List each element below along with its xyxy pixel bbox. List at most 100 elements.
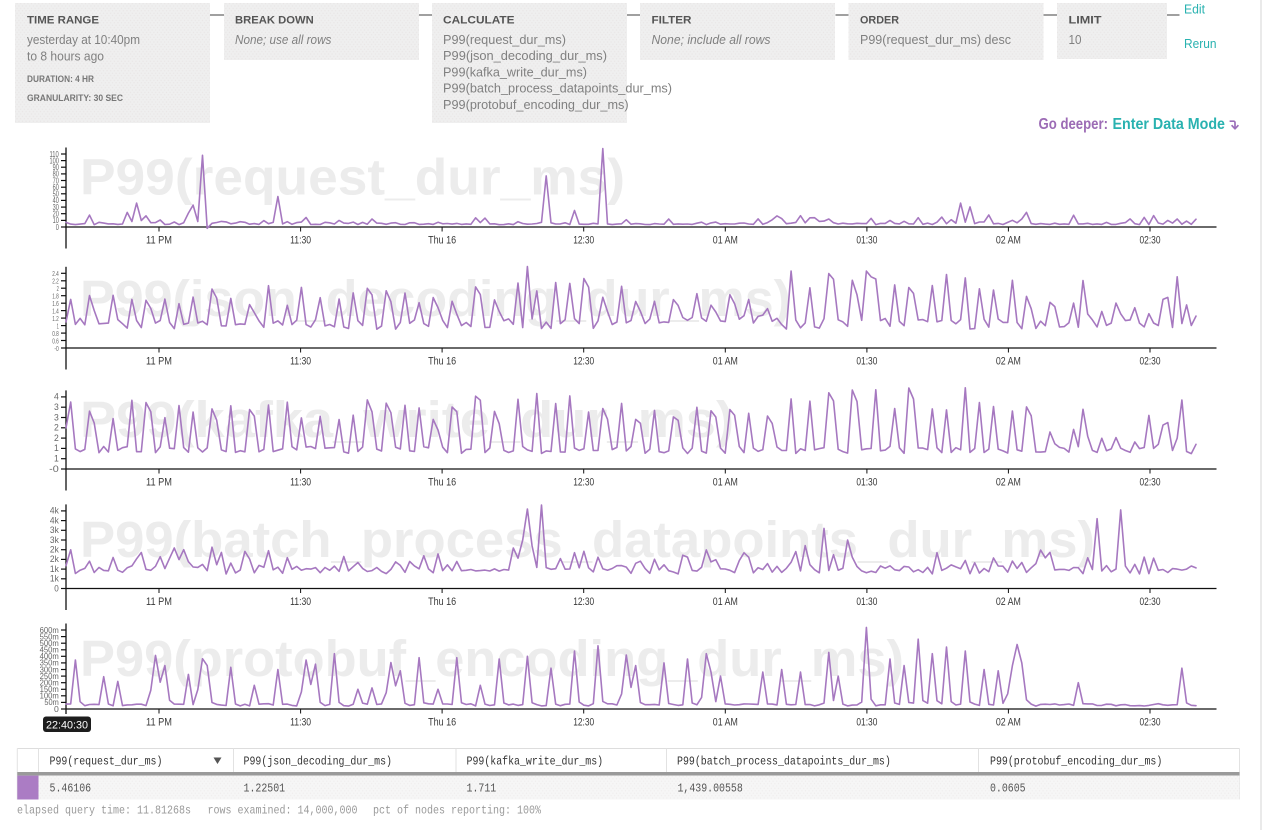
svg-text:P99(json_decoding_dur_ms): P99(json_decoding_dur_ms) bbox=[244, 755, 393, 769]
svg-text:02 AM: 02 AM bbox=[996, 477, 1021, 489]
svg-text:110: 110 bbox=[50, 150, 60, 159]
svg-text:200m: 200m bbox=[40, 679, 60, 688]
svg-text:01:30: 01:30 bbox=[856, 717, 877, 729]
svg-text:100m: 100m bbox=[40, 692, 60, 701]
svg-text:1.711: 1.711 bbox=[467, 782, 497, 796]
svg-text:0.8: 0.8 bbox=[52, 329, 59, 338]
svg-text:11:30: 11:30 bbox=[290, 717, 311, 729]
svg-text:01 AM: 01 AM bbox=[713, 477, 738, 489]
svg-text:600m: 600m bbox=[40, 626, 60, 635]
svg-text:TIME RANGE: TIME RANGE bbox=[27, 15, 99, 27]
svg-text:01:30: 01:30 bbox=[856, 356, 877, 368]
svg-text:2k: 2k bbox=[50, 545, 59, 555]
svg-text:60: 60 bbox=[53, 183, 60, 192]
svg-text:to 8 hours ago: to 8 hours ago bbox=[27, 49, 104, 64]
svg-text:4k: 4k bbox=[50, 506, 59, 516]
svg-text:5.46106: 5.46106 bbox=[50, 782, 92, 796]
svg-text:P99(request_dur_ms) desc: P99(request_dur_ms) desc bbox=[860, 32, 1011, 47]
svg-text:1k: 1k bbox=[50, 564, 59, 574]
svg-text:0: 0 bbox=[54, 583, 59, 593]
svg-text:01 AM: 01 AM bbox=[713, 596, 738, 608]
svg-text:P99(batch_process_datapoints_d: P99(batch_process_datapoints_dur_ms) bbox=[677, 755, 891, 769]
svg-text:02:30: 02:30 bbox=[1140, 477, 1161, 489]
svg-text:12:30: 12:30 bbox=[573, 356, 594, 368]
svg-text:70: 70 bbox=[53, 176, 60, 185]
svg-text:02:30: 02:30 bbox=[1140, 356, 1161, 368]
svg-text:11 PM: 11 PM bbox=[146, 235, 172, 247]
svg-text:3k: 3k bbox=[50, 535, 59, 545]
svg-text:P99(protobuf_encoding_dur_ms): P99(protobuf_encoding_dur_ms) bbox=[443, 97, 629, 112]
svg-text:0.0605: 0.0605 bbox=[990, 782, 1026, 796]
svg-text:30: 30 bbox=[53, 203, 60, 212]
svg-text:12:30: 12:30 bbox=[573, 596, 594, 608]
svg-text:10: 10 bbox=[53, 216, 60, 225]
svg-text:P99(request_dur_ms): P99(request_dur_ms) bbox=[80, 149, 625, 206]
svg-text:Enter Data Mode: Enter Data Mode bbox=[1113, 116, 1226, 133]
svg-text:300m: 300m bbox=[40, 665, 60, 674]
svg-text:DURATION: 4 HR: DURATION: 4 HR bbox=[27, 74, 94, 85]
svg-text:None; use all rows: None; use all rows bbox=[235, 32, 332, 47]
svg-text:4: 4 bbox=[54, 392, 59, 402]
svg-text:350m: 350m bbox=[40, 659, 60, 668]
svg-text:80: 80 bbox=[53, 170, 60, 179]
svg-text:P99(protobuf_encoding_dur_ms): P99(protobuf_encoding_dur_ms) bbox=[80, 630, 904, 687]
svg-text:CALCULATE: CALCULATE bbox=[443, 15, 515, 27]
svg-text:11:30: 11:30 bbox=[290, 356, 311, 368]
svg-text:FILTER: FILTER bbox=[652, 15, 692, 27]
svg-text:01 AM: 01 AM bbox=[713, 356, 738, 368]
svg-text:P99(request_dur_ms): P99(request_dur_ms) bbox=[443, 32, 566, 47]
svg-text:Thu 16: Thu 16 bbox=[428, 717, 456, 729]
svg-text:yesterday at 10:40pm: yesterday at 10:40pm bbox=[27, 32, 140, 47]
svg-text:11:30: 11:30 bbox=[290, 477, 311, 489]
svg-text:Thu 16: Thu 16 bbox=[428, 596, 456, 608]
svg-text:P99(json_decoding_dur_ms): P99(json_decoding_dur_ms) bbox=[80, 270, 791, 327]
svg-text:P99(kafka_write_dur_ms): P99(kafka_write_dur_ms) bbox=[467, 755, 604, 769]
svg-text:1.6: 1.6 bbox=[52, 299, 59, 308]
svg-text:11:30: 11:30 bbox=[290, 235, 311, 247]
svg-text:LIMIT: LIMIT bbox=[1069, 15, 1102, 27]
svg-text:02 AM: 02 AM bbox=[996, 596, 1021, 608]
svg-text:90: 90 bbox=[53, 163, 60, 172]
svg-text:P99(protobuf_encoding_dur_ms): P99(protobuf_encoding_dur_ms) bbox=[990, 755, 1162, 769]
svg-text:3: 3 bbox=[54, 402, 59, 412]
svg-text:02 AM: 02 AM bbox=[996, 717, 1021, 729]
svg-text:P99(batch_process_datapoints_d: P99(batch_process_datapoints_dur_ms) bbox=[80, 511, 1095, 568]
svg-text:1,439.00558: 1,439.00558 bbox=[678, 782, 743, 796]
svg-text:1: 1 bbox=[54, 454, 59, 464]
svg-text:P99(kafka_write_dur_ms): P99(kafka_write_dur_ms) bbox=[443, 64, 587, 79]
svg-text:rows examined: 14,000,000: rows examined: 14,000,000 bbox=[208, 804, 358, 818]
svg-text:None; include all rows: None; include all rows bbox=[652, 32, 771, 47]
svg-text:2: 2 bbox=[54, 433, 59, 443]
svg-text:Edit: Edit bbox=[1184, 1, 1205, 16]
svg-text:elapsed query time: 11.81268s: elapsed query time: 11.81268s bbox=[17, 804, 191, 818]
svg-text:500m: 500m bbox=[40, 639, 60, 648]
svg-text:2k: 2k bbox=[50, 554, 59, 564]
svg-text:12:30: 12:30 bbox=[573, 477, 594, 489]
svg-text:12:30: 12:30 bbox=[573, 235, 594, 247]
svg-text:40: 40 bbox=[53, 196, 60, 205]
svg-text:BREAK DOWN: BREAK DOWN bbox=[235, 15, 314, 27]
svg-text:12:30: 12:30 bbox=[573, 717, 594, 729]
svg-text:P99(request_dur_ms): P99(request_dur_ms) bbox=[50, 755, 163, 769]
svg-text:100: 100 bbox=[50, 156, 60, 165]
svg-text:50: 50 bbox=[53, 190, 60, 199]
svg-text:Thu 16: Thu 16 bbox=[428, 235, 456, 247]
svg-text:-0: -0 bbox=[54, 344, 58, 353]
svg-text:01 AM: 01 AM bbox=[713, 235, 738, 247]
svg-text:2: 2 bbox=[54, 423, 59, 433]
svg-text:0: 0 bbox=[54, 705, 59, 714]
svg-text:11 PM: 11 PM bbox=[146, 477, 172, 489]
svg-text:Go deeper:: Go deeper: bbox=[1039, 116, 1109, 133]
svg-text:2: 2 bbox=[57, 284, 59, 293]
svg-text:2.4: 2.4 bbox=[52, 269, 59, 278]
svg-text:02:30: 02:30 bbox=[1140, 717, 1161, 729]
svg-text:50m: 50m bbox=[44, 698, 59, 707]
svg-text:0.6: 0.6 bbox=[52, 336, 59, 345]
svg-text:ORDER: ORDER bbox=[860, 15, 899, 27]
svg-text:02:30: 02:30 bbox=[1140, 596, 1161, 608]
svg-text:0: 0 bbox=[56, 223, 59, 232]
svg-text:Thu 16: Thu 16 bbox=[428, 477, 456, 489]
svg-text:1.4: 1.4 bbox=[52, 306, 59, 315]
svg-text:02 AM: 02 AM bbox=[996, 356, 1021, 368]
svg-text:1: 1 bbox=[57, 321, 59, 330]
